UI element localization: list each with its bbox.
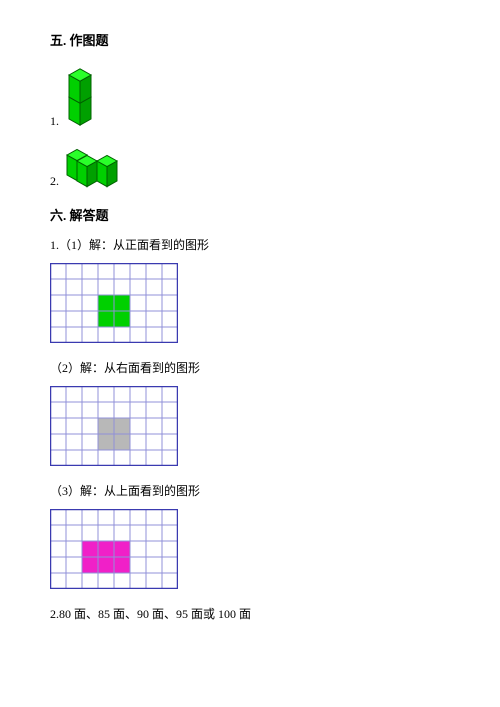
answer-2: 2.80 面、85 面、90 面、95 面或 100 面 <box>50 605 450 622</box>
answer-part-2: （2）解：从右面看到的图形 <box>50 359 450 376</box>
problem-5-1: 1. <box>50 61 450 131</box>
cube-figure-2 <box>63 141 143 191</box>
answer-part-1: 1.（1）解：从正面看到的图形 <box>50 236 450 253</box>
problem-num-2: 2. <box>50 174 59 189</box>
problem-5-2: 2. <box>50 141 450 191</box>
section-6-title: 六. 解答题 <box>50 205 450 224</box>
grid-1 <box>50 263 450 343</box>
grid-2 <box>50 386 450 466</box>
cube-figure-1 <box>63 61 113 131</box>
section-5-title: 五. 作图题 <box>50 30 450 49</box>
grid-3 <box>50 509 450 589</box>
answer-part-3: （3）解：从上面看到的图形 <box>50 482 450 499</box>
problem-num-1: 1. <box>50 114 59 129</box>
